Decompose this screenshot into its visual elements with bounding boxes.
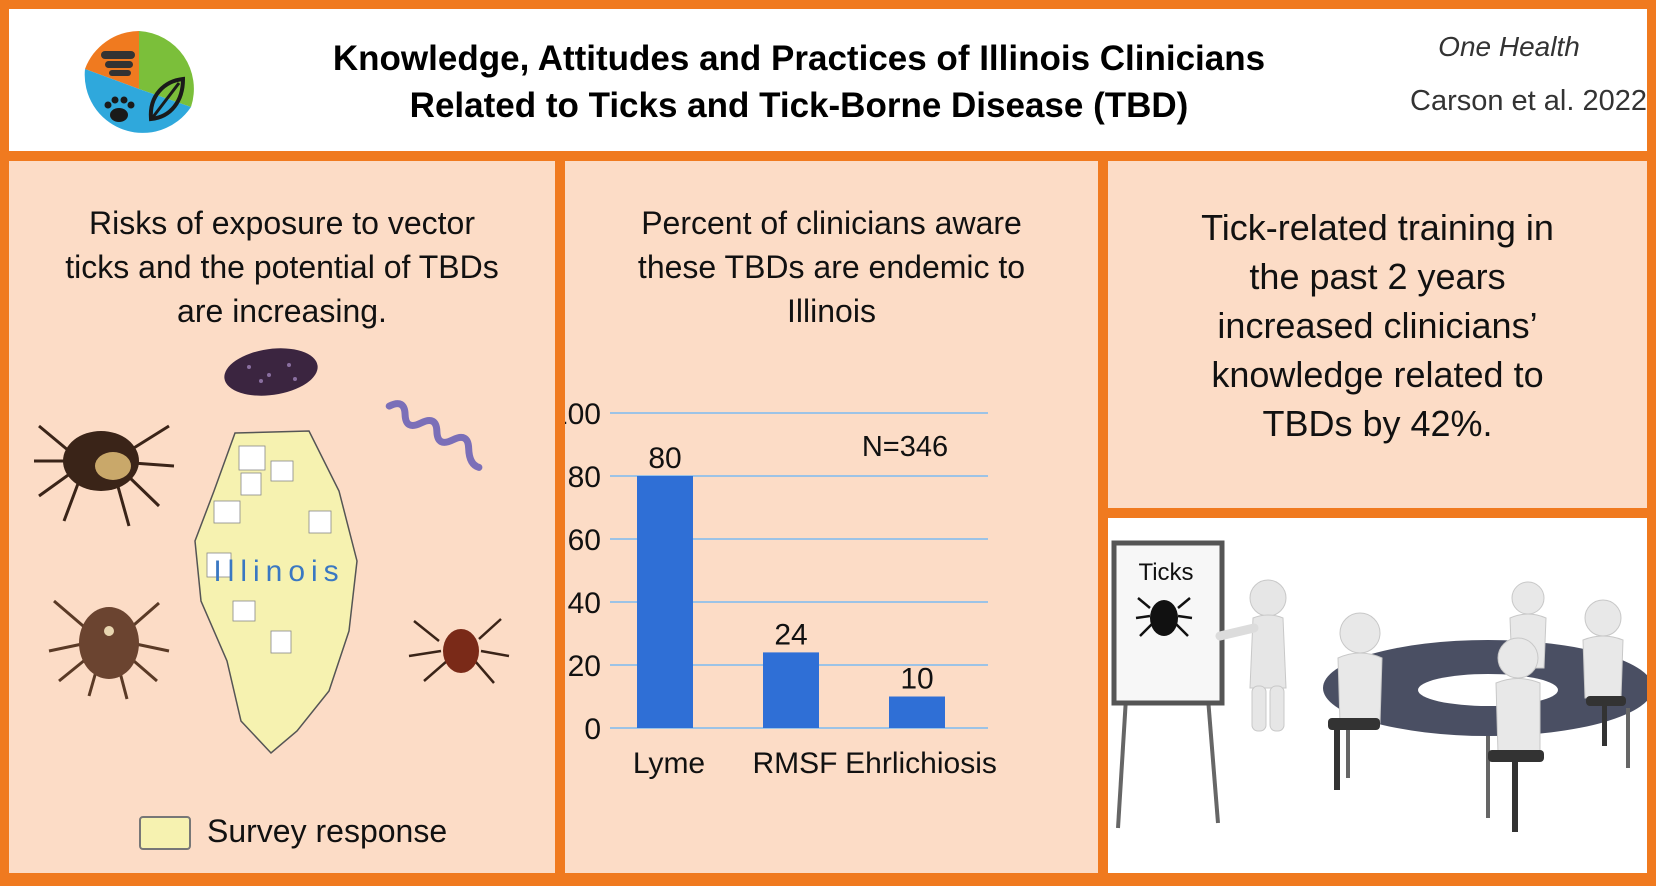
awareness-bar-chart: 0 20 40 60 80 100 80 Lyme 24 RMSF 10 Ehrlichiosis N=…: [565, 398, 997, 780]
y-tick-label: 60: [568, 524, 601, 557]
sample-size-annotation: N=346: [862, 431, 948, 463]
tick-icon: [408, 618, 510, 684]
x-tick-label: Lyme: [633, 747, 705, 780]
tick-icon: [48, 599, 170, 700]
hand-icon: [101, 51, 135, 76]
board-label: Ticks: [1138, 559, 1193, 586]
y-tick-label: 80: [568, 461, 601, 494]
attendee-figure: [1337, 581, 1624, 754]
panel-training-result: Tick-related training in the past 2 year…: [1108, 161, 1647, 508]
title-line-1: Knowledge, Attitudes and Practices of Il…: [332, 39, 1266, 78]
panel-awareness-chart: Percent of clinicians aware these TBDs a…: [565, 161, 1098, 873]
citation: Carson et al. 2022: [1410, 85, 1647, 117]
map-label: Illinois: [213, 555, 344, 588]
office-chair: [1328, 696, 1626, 832]
training-result-text: Tick-related training in the past 2 year…: [1108, 203, 1647, 448]
text-line: ticks and the potential of TBDs: [65, 249, 499, 285]
presentation-board: Ticks: [1111, 540, 1225, 829]
meeting-scene: Ticks: [1111, 540, 1653, 832]
text-line: Percent of clinicians aware: [641, 205, 1022, 241]
data-label: 24: [774, 618, 807, 651]
presenter-figure: [1215, 579, 1287, 732]
x-tick-label: Ehrlichiosis: [845, 747, 997, 780]
training-illustration: Ticks: [1108, 518, 1653, 873]
bar: [889, 696, 945, 728]
bacterium-icon: [224, 348, 318, 396]
bar: [763, 652, 819, 728]
text-line: these TBDs are endemic to: [637, 249, 1026, 285]
text-line: increased clinicians’: [1217, 305, 1538, 346]
data-label: 10: [900, 663, 933, 696]
text-line: Tick-related training in: [1201, 207, 1554, 248]
tick-icon: [1135, 597, 1193, 637]
y-tick-label: 0: [584, 713, 601, 746]
text-line: the past 2 years: [1249, 256, 1506, 297]
illustration-ticks-and-map: Illinois: [34, 348, 510, 755]
tick-icon: [34, 424, 175, 527]
y-tick-label: 40: [568, 587, 601, 620]
journal-name: One Health: [1438, 31, 1580, 62]
data-label: 80: [648, 442, 681, 475]
header: Knowledge, Attitudes and Practices of Il…: [9, 9, 1647, 151]
x-tick-label: RMSF: [753, 747, 838, 780]
spirochete-icon: [385, 400, 483, 471]
leaf-icon: [148, 76, 186, 122]
text-line: knowledge related to: [1211, 354, 1544, 395]
exposure-risk-text: Risks of exposure to vector ticks and th…: [9, 201, 555, 333]
panel-exposure-risk: Risks of exposure to vector ticks and th…: [9, 161, 555, 873]
title-line-2: Related to Ticks and Tick-Borne Disease …: [409, 86, 1189, 125]
text-line: TBDs by 42%.: [1262, 403, 1493, 444]
text-line: are increasing.: [177, 293, 387, 329]
y-tick-label: 100: [565, 398, 601, 431]
legend-swatch: [139, 816, 191, 850]
text-line: Risks of exposure to vector: [89, 205, 475, 241]
logo-green-segment: [139, 31, 194, 107]
legend-label: Survey response: [207, 813, 448, 849]
bar: [637, 476, 693, 728]
chart-caption: Percent of clinicians aware these TBDs a…: [565, 201, 1098, 333]
text-line: Illinois: [787, 293, 876, 329]
y-tick-label: 20: [568, 650, 601, 683]
one-health-logo: [84, 31, 194, 133]
poster-title: Knowledge, Attitudes and Practices of Il…: [279, 35, 1319, 129]
paw-icon: [104, 96, 135, 122]
